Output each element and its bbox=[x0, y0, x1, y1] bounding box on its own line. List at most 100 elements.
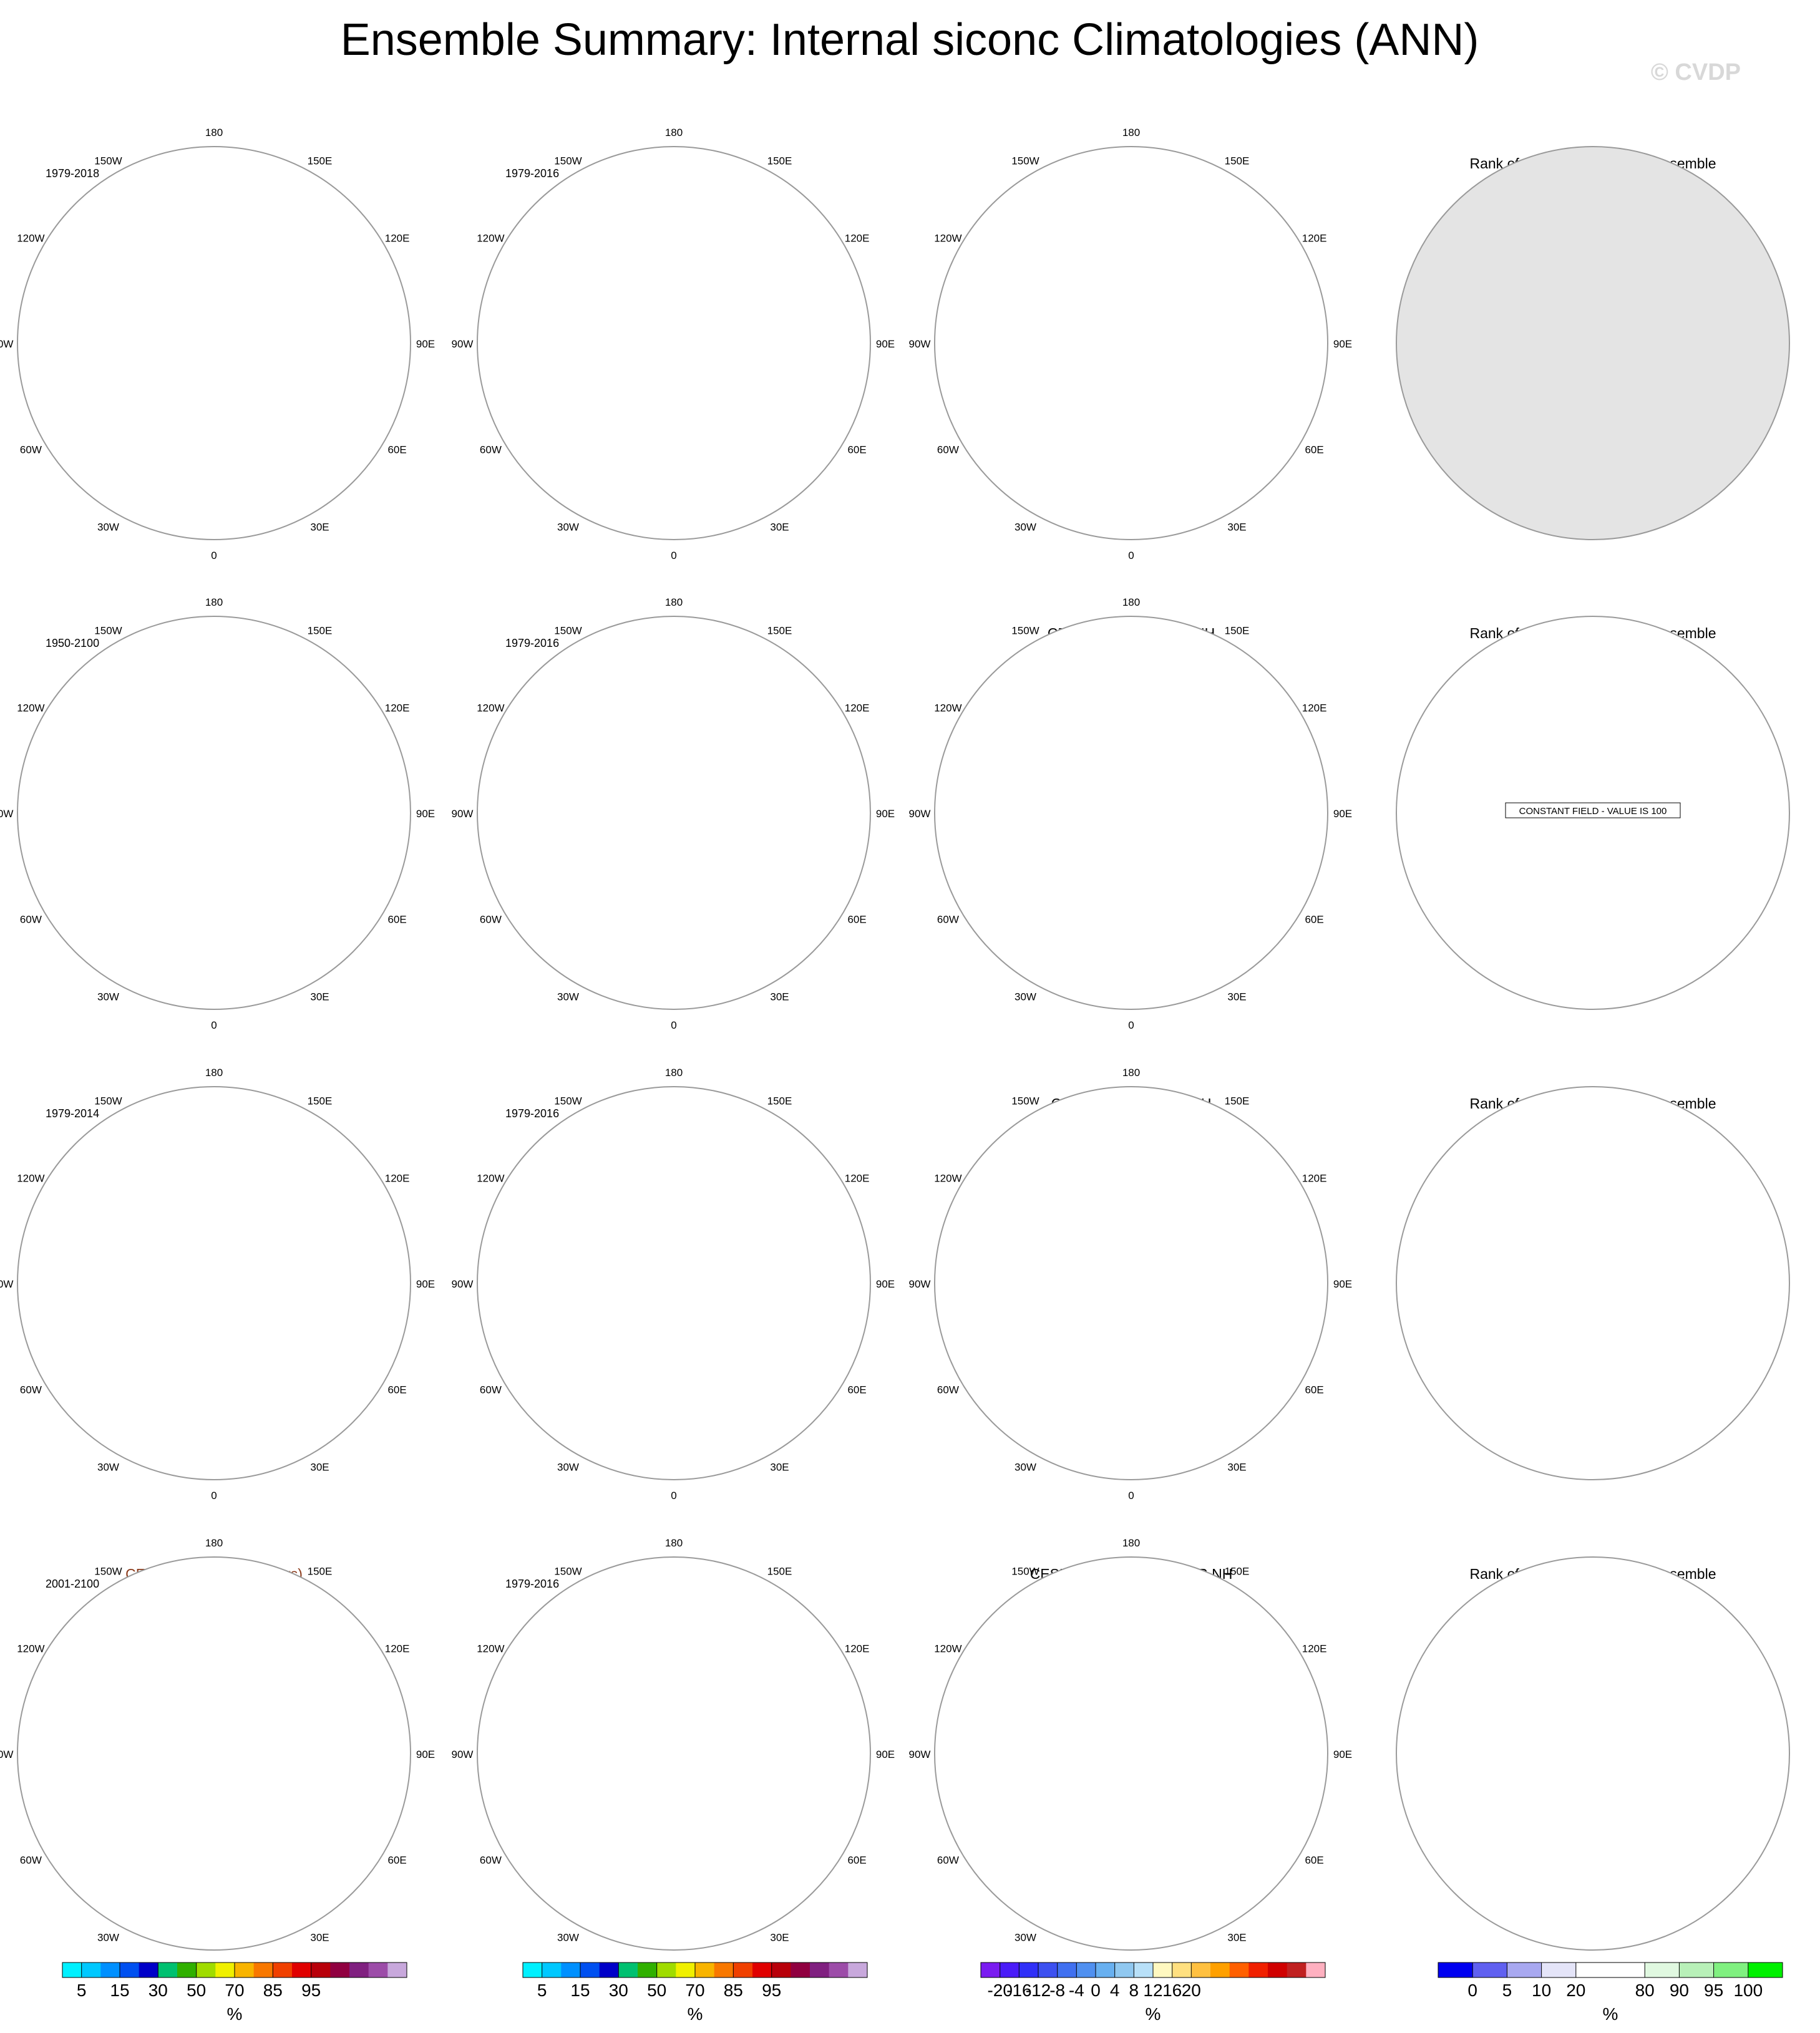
map-boundary bbox=[17, 146, 411, 540]
longitude-label: 90W bbox=[909, 1749, 931, 1760]
colorbar-label: -8 bbox=[1049, 1981, 1065, 2000]
longitude-label: 0 bbox=[1128, 1019, 1134, 1031]
longitude-label: 150W bbox=[94, 155, 122, 167]
longitude-label: 30W bbox=[1015, 522, 1036, 533]
colorbar-swatch bbox=[1057, 1963, 1077, 1977]
colorbar-swatch bbox=[1134, 1963, 1154, 1977]
longitude-label: 90E bbox=[1333, 338, 1352, 350]
longitude-label: 60E bbox=[387, 1384, 406, 1396]
colorbar-swatch bbox=[656, 1963, 676, 1977]
longitude-label: 90W bbox=[0, 338, 13, 350]
map-ocean bbox=[935, 616, 1328, 1009]
panel-model: CESM2s (3 Members)1950-2100180150E120E90… bbox=[0, 596, 435, 1031]
longitude-label: 90W bbox=[0, 1749, 13, 1760]
colorbar-swatch bbox=[349, 1963, 369, 1977]
longitude-label: 60W bbox=[480, 1855, 502, 1866]
longitude-label: 150W bbox=[94, 624, 122, 636]
panel-years: 1979-2016 bbox=[505, 637, 559, 649]
map-ocean bbox=[1396, 147, 1789, 540]
figure-title: Ensemble Summary: Internal siconc Climat… bbox=[341, 15, 1479, 65]
longitude-label: 60W bbox=[937, 444, 959, 456]
colorbar-swatch bbox=[62, 1963, 82, 1977]
panel-rank: Rank of Observations within Ensemble bbox=[1396, 146, 1790, 540]
longitude-label: 30W bbox=[1015, 991, 1036, 1003]
longitude-label: 90E bbox=[416, 1278, 435, 1290]
colorbar-swatch bbox=[1507, 1963, 1542, 1977]
colorbar-swatch bbox=[1248, 1963, 1268, 1977]
longitude-label: 0 bbox=[1128, 1490, 1134, 1502]
longitude-label: 90W bbox=[909, 808, 931, 820]
colorbar-label: 4 bbox=[1110, 1981, 1120, 2000]
colorbar-swatch bbox=[1306, 1963, 1326, 1977]
longitude-label: 150E bbox=[1225, 1565, 1250, 1577]
panel-difference: CESM2 - NASA CDR NH180150E120E90E60E30E0… bbox=[909, 1067, 1353, 1502]
colorbar-label: 10 bbox=[1532, 1981, 1551, 2000]
colorbar-label: 70 bbox=[685, 1981, 704, 2000]
longitude-label: 0 bbox=[211, 1019, 217, 1031]
colorbar-unit: % bbox=[688, 2004, 703, 2024]
longitude-label: 150W bbox=[94, 1565, 122, 1577]
colorbar-swatch bbox=[1076, 1963, 1096, 1977]
colorbar-swatch bbox=[733, 1963, 753, 1977]
longitude-label: 180 bbox=[665, 1537, 683, 1549]
colorbar-swatch bbox=[618, 1963, 638, 1977]
longitude-label: 120E bbox=[1302, 702, 1327, 714]
colorbar-label: 70 bbox=[225, 1981, 244, 2000]
longitude-label: 180 bbox=[205, 127, 223, 138]
colorbar-label: 16 bbox=[1162, 1981, 1182, 2000]
panel-years: 1979-2016 bbox=[505, 1578, 559, 1590]
longitude-label: 120E bbox=[1302, 1173, 1327, 1185]
longitude-label: 180 bbox=[1122, 1067, 1140, 1079]
colorbar-swatch bbox=[1038, 1963, 1058, 1977]
longitude-label: 120E bbox=[845, 1173, 870, 1185]
map-ocean bbox=[17, 1087, 411, 1480]
longitude-label: 30W bbox=[1015, 1462, 1036, 1473]
colorbar-swatch bbox=[1713, 1963, 1749, 1977]
longitude-label: 150E bbox=[308, 624, 333, 636]
panel-rank: Rank of Observations within Ensemble bbox=[1396, 1556, 1790, 1951]
colorbar-label: 5 bbox=[77, 1981, 87, 2000]
watermark: © CVDP bbox=[1651, 59, 1741, 85]
colorbar: 5 15 30 50 70 85 95% bbox=[522, 1962, 868, 2024]
colorbar-label: 85 bbox=[263, 1981, 283, 2000]
map-ocean bbox=[477, 147, 870, 540]
colorbar-swatch bbox=[1575, 1963, 1611, 1977]
longitude-label: 150W bbox=[554, 1095, 582, 1107]
longitude-label: 60W bbox=[937, 1855, 959, 1866]
longitude-label: 150E bbox=[308, 155, 333, 167]
longitude-label: 150W bbox=[554, 155, 582, 167]
colorbar-label: 20 bbox=[1182, 1981, 1201, 2000]
panel-difference: CESM2s - NASA CDR NH180150E120E90E60E30E… bbox=[909, 596, 1353, 1031]
colorbar-label: 12 bbox=[1143, 1981, 1162, 2000]
longitude-label: 30W bbox=[557, 991, 579, 1003]
colorbar-frame bbox=[1438, 1962, 1783, 1978]
map-ocean bbox=[1396, 1557, 1789, 1950]
longitude-label: 150W bbox=[94, 1095, 122, 1107]
colorbar-swatch bbox=[810, 1963, 830, 1977]
longitude-label: 30W bbox=[97, 991, 119, 1003]
colorbar-label: 50 bbox=[187, 1981, 206, 2000]
longitude-label: 30W bbox=[557, 1462, 579, 1473]
longitude-label: 120W bbox=[477, 1643, 504, 1655]
longitude-label: 30W bbox=[557, 522, 579, 533]
colorbar-label: 80 bbox=[1635, 1981, 1655, 2000]
longitude-label: 120W bbox=[934, 1643, 961, 1655]
longitude-label: 30E bbox=[1227, 1932, 1246, 1944]
colorbar-label: 8 bbox=[1129, 1981, 1139, 2000]
longitude-label: 60E bbox=[847, 444, 866, 456]
colorbar-unit: % bbox=[227, 2004, 243, 2024]
longitude-label: 0 bbox=[671, 1019, 676, 1031]
colorbar-swatch bbox=[1679, 1963, 1715, 1977]
longitude-label: 60W bbox=[480, 914, 502, 926]
longitude-label: 150E bbox=[767, 155, 792, 167]
colorbar-swatch bbox=[139, 1963, 158, 1977]
colorbar-swatch bbox=[1210, 1963, 1230, 1977]
longitude-label: 90E bbox=[1333, 1749, 1352, 1760]
longitude-label: 120W bbox=[17, 1173, 44, 1185]
map-boundary bbox=[17, 616, 411, 1010]
longitude-label: 90E bbox=[1333, 1278, 1352, 1290]
map-ocean bbox=[477, 1557, 870, 1950]
colorbar-swatch bbox=[771, 1963, 791, 1977]
panel-rank: Rank of Observations within Ensemble bbox=[1396, 1086, 1790, 1480]
map-boundary bbox=[1396, 1086, 1790, 1480]
